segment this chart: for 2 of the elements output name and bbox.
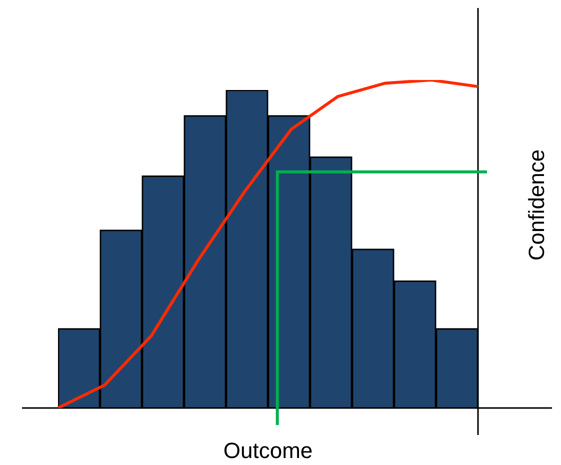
y-axis-title: Confidence bbox=[524, 149, 550, 261]
x-axis-title: Outcome bbox=[223, 438, 313, 464]
